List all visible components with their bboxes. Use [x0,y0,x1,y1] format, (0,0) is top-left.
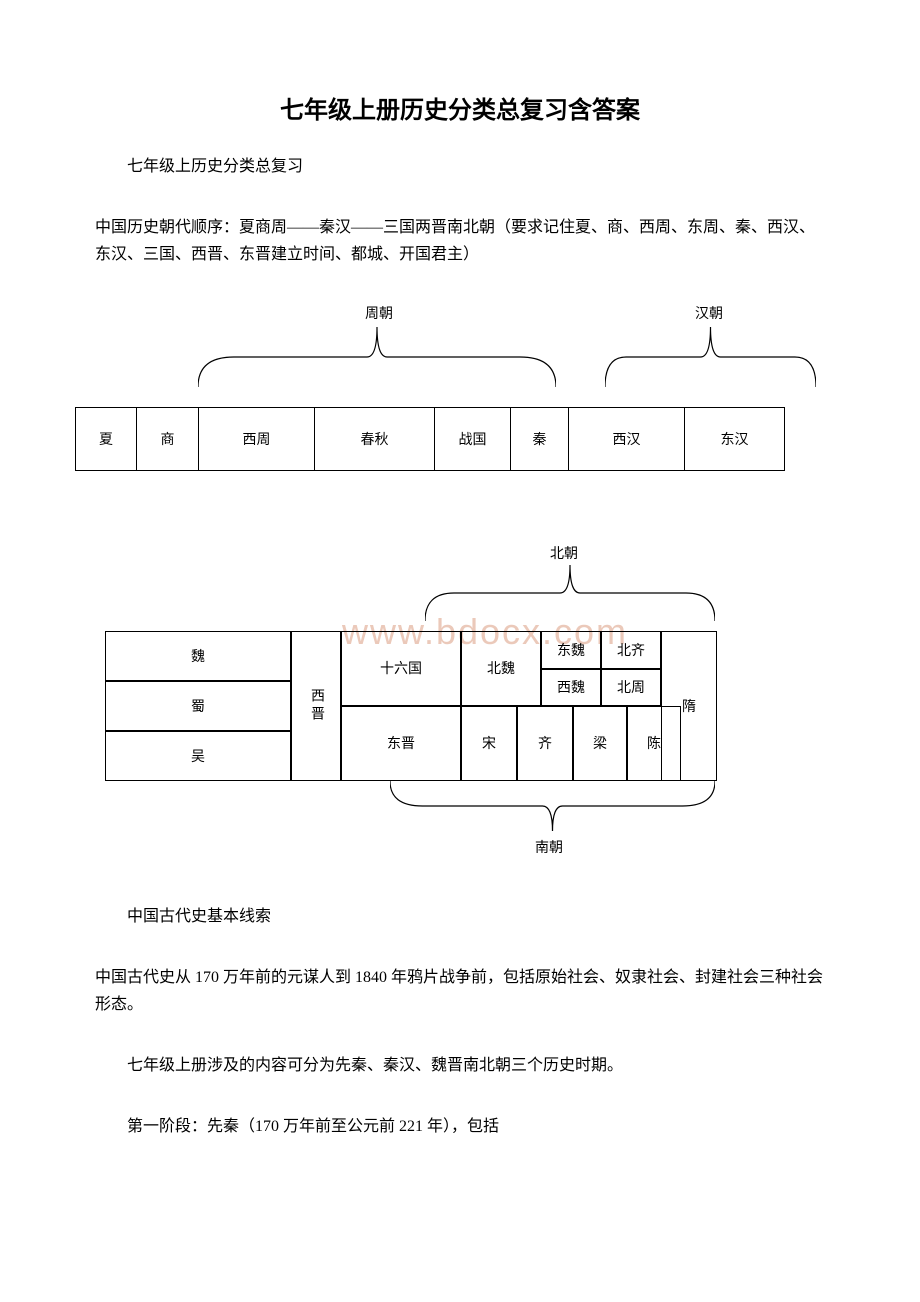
dynasty-cell: 宋 [461,706,517,781]
dynasty-cell: 东汉 [685,407,785,471]
brace-icon [605,327,816,387]
body-paragraph: 七年级上册涉及的内容可分为先秦、秦汉、魏晋南北朝三个历史时期。 [95,1052,825,1079]
dynasty-cell: 梁 [573,706,627,781]
subtitle: 七年级上历史分类总复习 [95,153,825,180]
brace-icon [390,781,715,831]
dynasty-cell: 吴 [105,731,291,781]
dynasty-cell: 魏 [105,631,291,681]
dynasty-cell: 商 [137,407,199,471]
timeline-group-label: 汉朝 [695,303,723,323]
dynasty-cell: 西周 [199,407,315,471]
document-title: 七年级上册历史分类总复习含答案 [95,90,825,125]
dynasty-timeline-diagram: 周朝 汉朝 夏商西周春秋战国秦西汉东汉 [75,303,835,503]
dynasty-cell: 春秋 [315,407,435,471]
dynasty-cell: 北魏 [461,631,541,706]
dynasty-cell: 十六国 [341,631,461,706]
dynasty-cell: 北齐 [601,631,661,669]
dynasty-cell: 夏 [75,407,137,471]
dynasty-cell: 西魏 [541,669,601,706]
south-dynasty-label: 南朝 [535,837,563,857]
dynasty-cell: 北周 [601,669,661,706]
dynasty-cell: 战国 [435,407,511,471]
three-kingdoms-diagram: www.bdocx.com 北朝 魏蜀吴西晋十六国东晋北魏东魏西魏北齐北周隋宋齐… [105,543,865,863]
dynasty-cell: 秦 [511,407,569,471]
north-dynasty-label: 北朝 [550,543,578,563]
dynasty-cell: 齐 [517,706,573,781]
dynasty-cell: 东魏 [541,631,601,669]
dynasty-cell: 陈 [627,706,681,781]
dynasty-cell: 蜀 [105,681,291,731]
brace-icon [198,327,556,387]
timeline-group-label: 周朝 [365,303,393,323]
dynasty-cell: 西汉 [569,407,685,471]
body-paragraph: 中国古代史从 170 万年前的元谋人到 1840 年鸦片战争前，包括原始社会、奴… [95,964,825,1018]
dynasty-cell: 东晋 [341,706,461,781]
brace-icon [425,565,715,621]
dynasty-cell: 西晋 [291,631,341,781]
body-paragraph: 中国古代史基本线索 [95,903,825,930]
intro-paragraph: 中国历史朝代顺序：夏商周——秦汉——三国两晋南北朝（要求记住夏、商、西周、东周、… [95,214,825,268]
body-paragraph: 第一阶段：先秦（170 万年前至公元前 221 年），包括 [95,1113,825,1140]
